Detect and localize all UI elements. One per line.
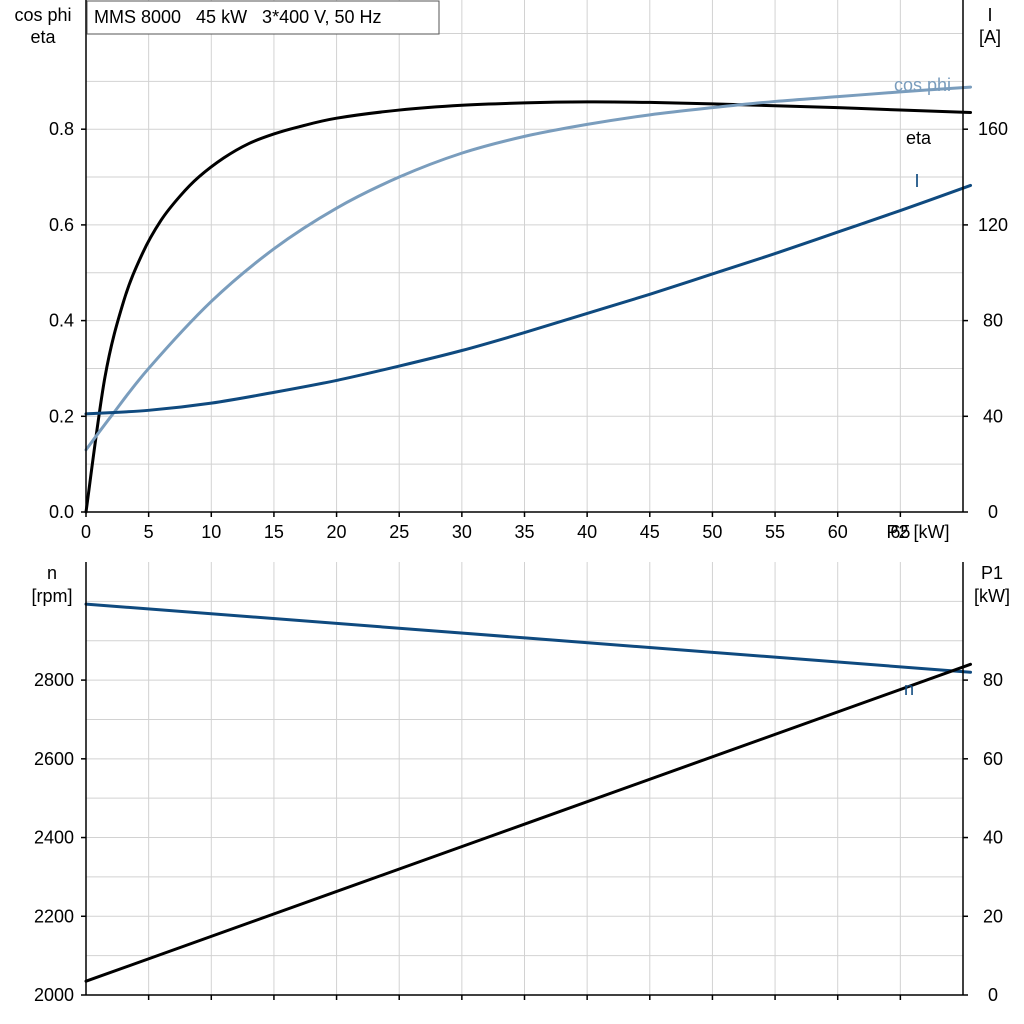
- series-label-cos-phi: cos phi: [894, 75, 951, 95]
- lower-panel-ticks: 2000 2200 2400 2600 2800 0 20 40 60 80: [34, 670, 1003, 1005]
- lower-left-tick-label: 2000: [34, 985, 74, 1005]
- upper-left-axis-label-1: cos phi: [14, 5, 71, 25]
- title-text: MMS 8000 45 kW 3*400 V, 50 Hz: [94, 7, 381, 27]
- lower-right-tick-label: 80: [983, 670, 1003, 690]
- upper-left-tick-label: 0.2: [49, 406, 74, 426]
- lower-right-tick-label: 60: [983, 749, 1003, 769]
- x-tick-label: 60: [828, 522, 848, 542]
- upper-panel-grid: [86, 0, 963, 512]
- x-tick-label: 10: [201, 522, 221, 542]
- title-box: [86, 0, 440, 35]
- x-tick-label: 65: [890, 522, 910, 542]
- x-tick-label: 50: [702, 522, 722, 542]
- upper-right-tick-label: 80: [983, 311, 1003, 331]
- upper-left-axis-label-2: eta: [30, 27, 56, 47]
- upper-series-cos-phi-line: [84, 85, 973, 452]
- lower-panel-curves: [84, 602, 973, 983]
- lower-right-axis-label-2: [kW]: [974, 586, 1010, 606]
- x-tick-label: 0: [81, 522, 91, 542]
- lower-left-tick-label: 2800: [34, 670, 74, 690]
- lower-right-tick-label: 40: [983, 828, 1003, 848]
- x-tick-label: 35: [514, 522, 534, 542]
- lower-left-tick-label: 2200: [34, 906, 74, 926]
- series-label-n: n: [904, 679, 914, 699]
- upper-right-tick-label: 120: [978, 215, 1008, 235]
- upper-left-tick-label: 0.4: [49, 311, 74, 331]
- x-tick-label: 30: [452, 522, 472, 542]
- series-label-eta: eta: [906, 128, 932, 148]
- upper-left-tick-label: 0.6: [49, 215, 74, 235]
- upper-series-i-line: [84, 183, 973, 416]
- x-tick-label: 25: [389, 522, 409, 542]
- upper-panel-ticks: 0.0 0.2 0.4 0.6 0.8 0 40 80 120 160 0 5 10 15 20 25 30 35…: [49, 119, 1008, 542]
- lower-left-tick-label: 2600: [34, 749, 74, 769]
- lower-series-n-line: [84, 602, 973, 674]
- upper-right-tick-label: 40: [983, 406, 1003, 426]
- x-tick-label: 55: [765, 522, 785, 542]
- upper-right-axis-label-1: I: [987, 5, 992, 25]
- upper-right-tick-label: 160: [978, 119, 1008, 139]
- upper-panel-curves: [84, 85, 973, 514]
- lower-left-axis-label-1: n: [47, 563, 57, 583]
- x-axis-label: P2 [kW]: [886, 522, 949, 542]
- x-tick-label: 15: [264, 522, 284, 542]
- x-tick-label: 5: [144, 522, 154, 542]
- lower-panel-grid: [86, 562, 963, 995]
- upper-right-tick-label: 0: [988, 502, 998, 522]
- series-label-i: I: [914, 171, 919, 191]
- lower-right-tick-label: 0: [988, 985, 998, 1005]
- upper-right-axis-label-2: [A]: [979, 27, 1001, 47]
- lower-series-p1-line: [84, 662, 973, 983]
- lower-left-axis-label-2: [rpm]: [31, 586, 72, 606]
- lower-right-axis-label-1: P1: [981, 563, 1003, 583]
- x-tick-label: 45: [640, 522, 660, 542]
- lower-left-tick-label: 2400: [34, 828, 74, 848]
- x-tick-label: 20: [327, 522, 347, 542]
- x-tick-label: 40: [577, 522, 597, 542]
- lower-right-tick-label: 20: [983, 906, 1003, 926]
- upper-left-tick-label: 0.0: [49, 502, 74, 522]
- upper-left-tick-label: 0.8: [49, 119, 74, 139]
